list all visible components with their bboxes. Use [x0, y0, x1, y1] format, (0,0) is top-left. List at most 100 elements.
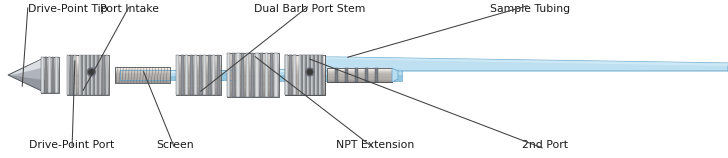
Bar — [327, 76, 392, 77]
Bar — [277, 76, 402, 77]
Bar — [67, 55, 109, 95]
Bar — [285, 63, 325, 64]
Bar — [285, 55, 325, 95]
Bar — [41, 77, 59, 79]
Bar — [219, 74, 237, 75]
Bar — [120, 74, 223, 75]
Bar — [327, 69, 392, 70]
Bar — [176, 61, 221, 62]
Bar — [285, 82, 325, 84]
Bar — [277, 70, 402, 71]
Bar — [115, 82, 170, 83]
Bar — [176, 85, 221, 87]
Bar — [67, 91, 109, 92]
Bar — [285, 61, 325, 62]
Bar — [327, 75, 392, 76]
Bar — [285, 73, 325, 74]
Bar — [67, 58, 109, 60]
Bar — [67, 75, 109, 76]
Bar — [355, 68, 358, 82]
Bar — [176, 86, 221, 88]
Bar — [67, 70, 109, 71]
Bar — [227, 76, 279, 77]
Bar — [285, 82, 325, 83]
Polygon shape — [103, 55, 105, 95]
Polygon shape — [293, 55, 296, 95]
Polygon shape — [289, 55, 292, 95]
Bar — [176, 64, 221, 66]
Bar — [315, 55, 317, 95]
Bar — [227, 62, 279, 64]
Bar — [176, 73, 221, 74]
Bar — [67, 61, 109, 62]
Bar — [277, 73, 402, 74]
Polygon shape — [176, 55, 179, 95]
Bar — [115, 72, 170, 73]
Bar — [309, 55, 311, 95]
Bar — [115, 79, 170, 80]
Bar — [285, 64, 325, 65]
Bar — [327, 79, 392, 80]
Bar — [67, 73, 109, 74]
Bar — [285, 88, 325, 90]
Polygon shape — [265, 53, 268, 97]
Bar — [327, 72, 392, 73]
Bar — [41, 84, 59, 86]
Bar — [285, 94, 325, 95]
Bar — [227, 65, 279, 66]
Bar — [327, 80, 392, 81]
Bar — [277, 80, 402, 81]
Bar — [41, 70, 59, 71]
Bar — [327, 73, 392, 74]
Bar — [115, 75, 170, 76]
Bar — [327, 80, 392, 81]
Bar — [41, 57, 59, 58]
Bar — [41, 73, 59, 74]
Bar — [227, 56, 279, 57]
Bar — [227, 52, 279, 54]
Bar — [219, 79, 237, 80]
Bar — [327, 67, 392, 68]
Bar — [319, 55, 320, 95]
Bar — [120, 78, 223, 79]
Bar — [41, 90, 59, 91]
Bar — [375, 68, 378, 82]
Bar — [327, 81, 392, 82]
Circle shape — [89, 70, 94, 75]
Bar — [219, 76, 237, 77]
Bar — [176, 55, 221, 57]
Bar — [176, 79, 221, 80]
Bar — [327, 67, 392, 68]
Polygon shape — [285, 55, 288, 95]
Bar — [41, 91, 59, 92]
Bar — [67, 67, 109, 69]
Bar — [301, 55, 303, 95]
Bar — [285, 92, 325, 94]
Bar — [327, 73, 392, 74]
Bar — [115, 80, 170, 81]
Bar — [115, 74, 170, 75]
Bar — [41, 83, 59, 85]
Polygon shape — [227, 53, 230, 97]
Bar — [327, 73, 392, 74]
Bar — [277, 79, 402, 80]
Bar — [41, 89, 59, 90]
Bar — [327, 81, 392, 82]
Bar — [227, 82, 279, 84]
Bar — [285, 91, 325, 93]
Bar — [227, 59, 279, 61]
Bar — [285, 55, 325, 56]
Text: Drive-Point Port: Drive-Point Port — [29, 140, 114, 150]
Polygon shape — [71, 55, 73, 95]
Bar — [327, 76, 392, 77]
Bar — [176, 55, 221, 56]
Bar — [303, 55, 304, 95]
Bar — [327, 77, 392, 78]
Bar — [285, 80, 325, 82]
Polygon shape — [48, 57, 51, 93]
Bar — [327, 78, 392, 79]
Bar — [227, 91, 279, 93]
Circle shape — [306, 68, 314, 76]
Bar — [41, 71, 59, 72]
Bar — [285, 70, 325, 71]
